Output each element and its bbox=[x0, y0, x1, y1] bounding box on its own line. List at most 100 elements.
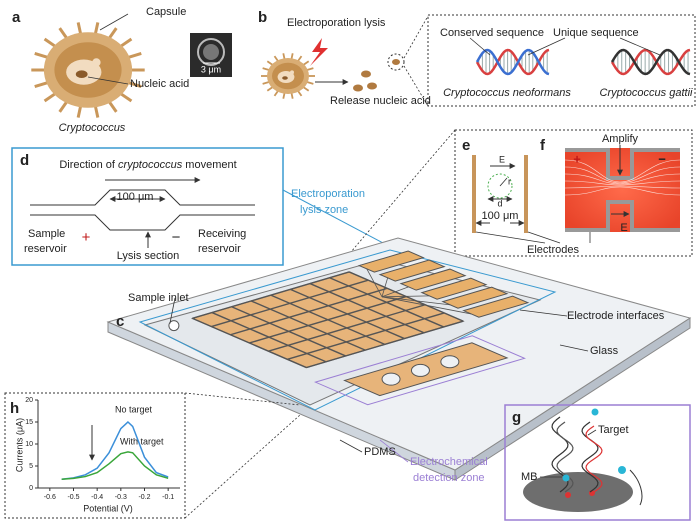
text: Direction of bbox=[59, 159, 118, 171]
line bbox=[559, 344, 589, 352]
zoom-circle bbox=[387, 53, 405, 71]
label: E bbox=[620, 222, 627, 234]
line bbox=[475, 231, 546, 244]
label: Electrochemical bbox=[410, 456, 488, 468]
line bbox=[403, 15, 429, 59]
line bbox=[87, 76, 129, 85]
line bbox=[381, 295, 430, 298]
y-axis-label: Currents (μA) bbox=[14, 418, 24, 472]
line bbox=[339, 439, 363, 453]
panel-box bbox=[4, 392, 186, 519]
line bbox=[379, 439, 409, 463]
electrode-pad bbox=[420, 277, 488, 300]
label: Nucleic acid bbox=[130, 78, 189, 90]
label: Cryptococcus gattii bbox=[600, 87, 693, 99]
line bbox=[309, 129, 456, 301]
lightning bbox=[310, 38, 328, 66]
label: Conserved sequence bbox=[440, 27, 544, 39]
dna-strand bbox=[556, 421, 574, 493]
sign: + bbox=[82, 229, 91, 246]
label: Receiving bbox=[198, 228, 246, 240]
scale-label: 3 μm bbox=[201, 64, 221, 74]
label: 100 μm bbox=[482, 210, 519, 222]
line bbox=[287, 312, 445, 361]
text: movement bbox=[182, 159, 236, 171]
line bbox=[619, 37, 661, 56]
panel-box bbox=[504, 404, 691, 521]
dna-strand bbox=[610, 48, 691, 76]
electrode-pad bbox=[399, 268, 467, 291]
line bbox=[192, 271, 350, 320]
shapes: 0 5 10 15 20 -0.6 -0.5 -0.4 -0.3 -0.2 -0.1 No targe… bbox=[4, 13, 696, 521]
cell-outline bbox=[487, 173, 513, 199]
x-tick-label: -0.4 bbox=[91, 494, 103, 501]
x-tick-label: -0.5 bbox=[67, 494, 79, 501]
zoom-box bbox=[454, 129, 693, 257]
detection-zone bbox=[313, 335, 526, 406]
field-line bbox=[564, 166, 681, 184]
y-tick-label: 0 bbox=[29, 485, 33, 492]
fragment bbox=[353, 84, 363, 92]
line bbox=[381, 277, 389, 297]
fragment bbox=[392, 59, 400, 65]
line bbox=[169, 297, 176, 324]
micrograph-cell bbox=[203, 44, 219, 60]
probe bbox=[562, 474, 570, 482]
x-axis-label: Potential (V) bbox=[83, 503, 133, 513]
panel-box bbox=[11, 147, 284, 266]
line bbox=[306, 320, 464, 369]
line bbox=[184, 392, 301, 406]
panel-label: d bbox=[20, 152, 29, 169]
x-tick-label: -0.2 bbox=[138, 494, 150, 501]
electrode-pad bbox=[378, 259, 446, 282]
sign: − bbox=[172, 229, 181, 246]
panel-label: e bbox=[462, 137, 470, 154]
field-line bbox=[564, 180, 681, 186]
label: Glass bbox=[590, 345, 619, 357]
label: Cryptococcus neoformans bbox=[443, 87, 571, 99]
label: reservoir bbox=[198, 243, 241, 255]
y-tick-label: 5 bbox=[29, 463, 33, 470]
electrode bbox=[565, 200, 680, 232]
dna-strand bbox=[610, 48, 691, 76]
line bbox=[527, 231, 561, 244]
line bbox=[366, 268, 383, 297]
line bbox=[381, 296, 451, 306]
x-tick-label: -0.3 bbox=[115, 494, 127, 501]
panel-label: c bbox=[116, 313, 124, 330]
x-tick-label: -0.1 bbox=[162, 494, 174, 501]
label: Target bbox=[598, 424, 629, 436]
dna-strand bbox=[475, 48, 550, 76]
lysis-zone bbox=[138, 249, 557, 411]
vesicle bbox=[290, 70, 294, 75]
line bbox=[381, 286, 409, 298]
field-line bbox=[564, 186, 681, 196]
legend-label: With target bbox=[120, 436, 164, 446]
electrode-pad bbox=[462, 295, 530, 318]
zoom-box bbox=[427, 14, 696, 107]
field-region bbox=[565, 148, 680, 232]
label: detection zone bbox=[413, 472, 485, 484]
label: MB bbox=[521, 471, 538, 483]
sign: + bbox=[573, 151, 581, 166]
label: reservoir bbox=[24, 243, 67, 255]
curl bbox=[629, 469, 643, 506]
electrode-ring bbox=[440, 355, 460, 369]
line bbox=[268, 304, 426, 352]
line bbox=[230, 287, 388, 336]
text: cryptococcus bbox=[118, 159, 183, 171]
channel-wall bbox=[30, 189, 255, 206]
line bbox=[211, 279, 369, 328]
y-tick-label: 15 bbox=[25, 419, 33, 426]
electrode bbox=[524, 155, 528, 233]
data-line bbox=[61, 420, 169, 480]
fragment bbox=[361, 70, 371, 78]
field-line bbox=[564, 185, 681, 189]
field-line bbox=[564, 173, 681, 185]
panel-label: f bbox=[540, 137, 546, 154]
dna-strand bbox=[585, 425, 603, 493]
probe bbox=[591, 408, 599, 416]
label: r bbox=[508, 176, 511, 186]
